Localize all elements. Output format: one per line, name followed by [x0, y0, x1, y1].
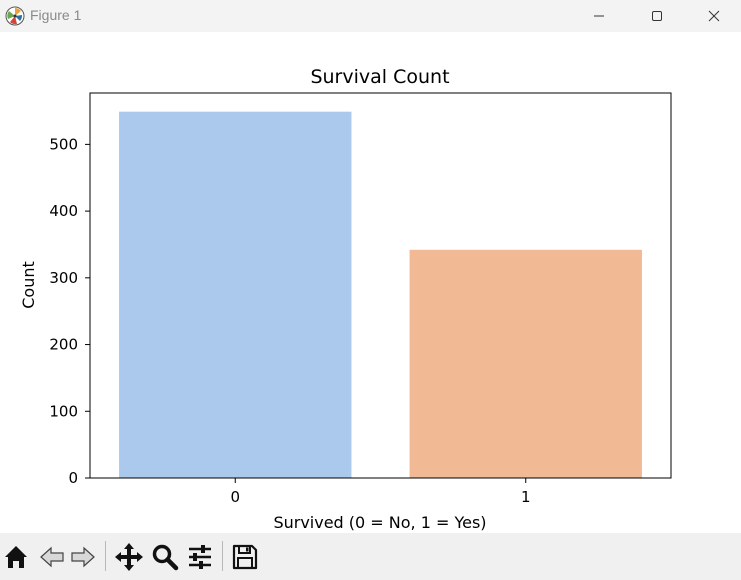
bar-0	[119, 111, 352, 479]
y-tick-label: 0	[68, 469, 78, 487]
y-tick-label: 300	[49, 269, 78, 287]
axes-frame	[89, 92, 672, 479]
save-button[interactable]	[229, 541, 261, 573]
navigation-toolbar	[0, 533, 741, 580]
y-tick-label: 100	[49, 402, 78, 420]
home-button[interactable]	[0, 541, 32, 573]
forward-arrow-icon	[71, 546, 95, 568]
home-icon	[5, 546, 27, 568]
floppy-disk-icon	[232, 544, 258, 570]
sliders-icon	[189, 545, 211, 569]
y-tick-label: 200	[49, 336, 78, 354]
zoom-button[interactable]	[149, 541, 181, 573]
x-axis-label: Survived (0 = No, 1 = Yes)	[273, 513, 486, 532]
chart-title: Survival Count	[310, 66, 449, 88]
x-tick-label: 0	[230, 488, 240, 506]
maximize-button[interactable]	[628, 0, 686, 32]
y-axis-label: Count	[19, 261, 38, 309]
magnifier-icon	[152, 544, 179, 571]
minimize-icon	[594, 15, 604, 17]
bar-1	[409, 249, 642, 478]
configure-subplots-button[interactable]	[184, 541, 216, 573]
x-tick-label: 1	[521, 488, 531, 506]
close-button[interactable]	[686, 0, 741, 32]
pan-button[interactable]	[113, 541, 145, 573]
y-tick-label: 500	[49, 135, 78, 153]
back-arrow-icon	[40, 546, 64, 568]
y-axis-ticks: 0 100 200 300 400 500	[49, 135, 90, 487]
matplotlib-logo-icon	[5, 6, 25, 26]
y-tick-label: 400	[49, 202, 78, 220]
window-titlebar: Figure 1	[0, 0, 741, 32]
maximize-icon	[652, 11, 662, 21]
close-icon	[708, 10, 719, 22]
toolbar-separator	[222, 541, 223, 571]
toolbar-separator	[105, 541, 106, 571]
window-title: Figure 1	[30, 7, 82, 23]
back-button[interactable]	[36, 541, 68, 573]
bars-group	[119, 111, 642, 479]
forward-button[interactable]	[67, 541, 99, 573]
minimize-button[interactable]	[570, 0, 628, 32]
move-icon	[115, 543, 143, 571]
